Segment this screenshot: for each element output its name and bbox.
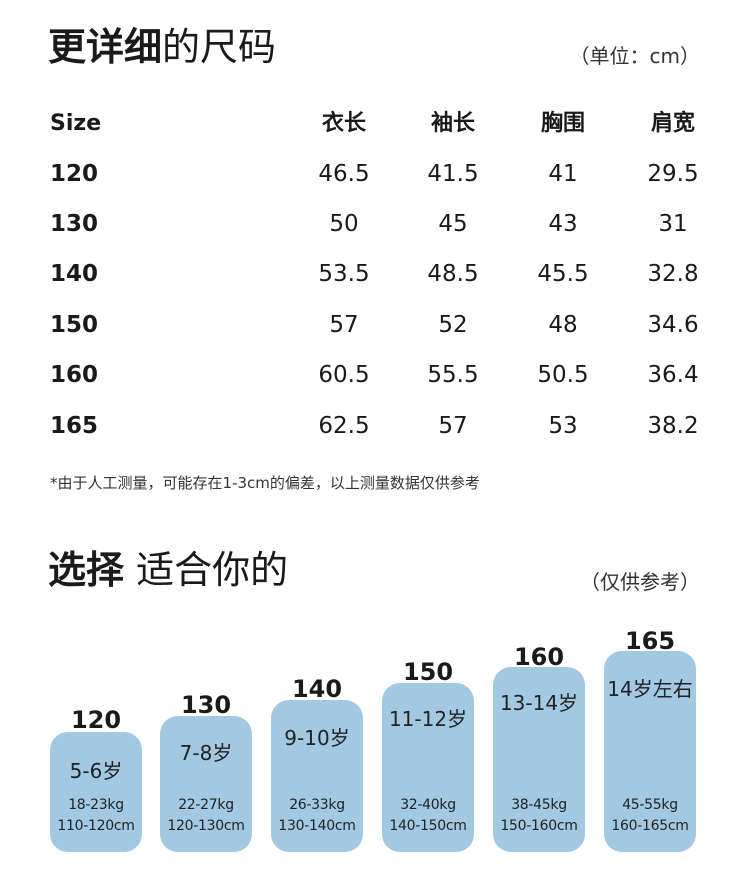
header-sleeve: 袖长: [430, 111, 475, 136]
table-row: 120 46.5 41.5 41 29.5: [0, 154, 750, 194]
card-weight: 45-55kg: [622, 797, 678, 813]
header-size: Size: [50, 111, 102, 136]
header-shoulder: 肩宽: [650, 111, 695, 136]
row-length: 46.5: [318, 161, 370, 187]
card-age: 11-12岁: [388, 707, 468, 731]
card-age: 9-10岁: [284, 726, 350, 750]
table-row: 150 57 52 48 34.6: [0, 305, 750, 345]
reference-note: （仅供参考）: [580, 570, 700, 594]
selection-title: 选择 适合你的: [48, 551, 288, 589]
row-sleeve: 52: [438, 312, 468, 338]
row-shoulder: 32.8: [647, 261, 699, 287]
card-size-label: 150: [402, 658, 454, 686]
row-shoulder: 29.5: [647, 161, 699, 187]
row-chest: 45.5: [537, 261, 589, 287]
row-length: 60.5: [318, 362, 370, 388]
table-row: 160 60.5 55.5 50.5 36.4: [0, 355, 750, 395]
table-row: 140 53.5 48.5 45.5 32.8: [0, 254, 750, 294]
card-height: 130-140cm: [278, 818, 356, 834]
card-body: [493, 667, 585, 852]
row-shoulder: 34.6: [647, 312, 699, 338]
card-size-label: 165: [624, 627, 676, 655]
card-weight: 22-27kg: [178, 797, 234, 813]
card-body: [382, 683, 474, 852]
card-age: 5-6岁: [69, 759, 123, 783]
header-chest: 胸围: [540, 111, 585, 136]
row-size: 130: [50, 211, 99, 237]
row-shoulder: 36.4: [647, 362, 699, 388]
card-size-label: 140: [291, 675, 343, 703]
row-sleeve: 45: [438, 211, 468, 237]
row-size: 120: [50, 161, 99, 187]
row-size: 140: [50, 261, 99, 287]
row-shoulder: 31: [658, 211, 688, 237]
card-age: 7-8岁: [179, 741, 233, 765]
card-height: 120-130cm: [167, 818, 245, 834]
table-row: 165 62.5 57 53 38.2: [0, 406, 750, 446]
row-chest: 48: [548, 312, 578, 338]
row-chest: 41: [548, 161, 578, 187]
row-size: 150: [50, 312, 99, 338]
selection-title-rest: 适合你的: [136, 548, 289, 592]
card-weight: 26-33kg: [289, 797, 345, 813]
card-weight: 18-23kg: [68, 797, 124, 813]
card-height: 110-120cm: [57, 818, 135, 834]
card-weight: 38-45kg: [511, 797, 567, 813]
card-body: [604, 651, 696, 852]
row-chest: 43: [548, 211, 578, 237]
size-table-title-rest: 的尺码: [162, 25, 277, 69]
row-length: 62.5: [318, 413, 370, 439]
card-height: 140-150cm: [389, 818, 467, 834]
selection-title-bold: 选择: [48, 548, 125, 592]
card-age: 14岁左右: [607, 677, 693, 701]
header-length: 衣长: [321, 111, 366, 136]
row-chest: 50.5: [537, 362, 589, 388]
size-table-title-bold: 更详细: [48, 25, 163, 69]
row-sleeve: 41.5: [427, 161, 479, 187]
row-sleeve: 57: [438, 413, 468, 439]
size-table-title: 更详细的尺码: [48, 28, 276, 66]
row-length: 53.5: [318, 261, 370, 287]
table-row: 130 50 45 43 31: [0, 204, 750, 244]
measurement-footnote: *由于人工测量，可能存在1-3cm的偏差，以上测量数据仅供参考: [50, 474, 480, 492]
row-length: 50: [329, 211, 359, 237]
unit-note: （单位：cm）: [569, 44, 700, 68]
table-header-row: Size 衣长 袖长 胸围 肩宽: [0, 104, 750, 144]
card-height: 160-165cm: [611, 818, 689, 834]
card-size-label: 130: [180, 691, 232, 719]
row-size: 160: [50, 362, 99, 388]
card-weight: 32-40kg: [400, 797, 456, 813]
card-size-label: 160: [513, 643, 565, 671]
card-age: 13-14岁: [499, 691, 579, 715]
card-body: [50, 732, 142, 852]
card-body: [271, 700, 363, 852]
card-size-label: 120: [70, 706, 122, 734]
row-shoulder: 38.2: [647, 413, 699, 439]
card-height: 150-160cm: [500, 818, 578, 834]
row-chest: 53: [548, 413, 578, 439]
row-size: 165: [50, 413, 99, 439]
row-sleeve: 55.5: [427, 362, 479, 388]
card-body: [160, 716, 252, 852]
row-sleeve: 48.5: [427, 261, 479, 287]
row-length: 57: [329, 312, 359, 338]
